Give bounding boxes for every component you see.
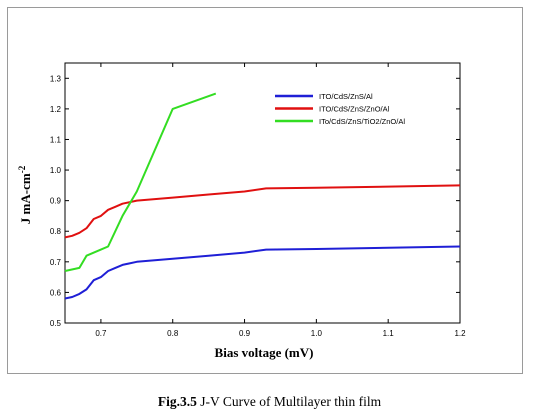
x-tick-label: 0.8 bbox=[167, 329, 179, 338]
y-axis-title-main: J mA-cm bbox=[18, 173, 33, 224]
y-tick-label: 1.0 bbox=[50, 166, 62, 175]
x-tick-label: 0.7 bbox=[95, 329, 107, 338]
figure-caption: Fig.3.5 J-V Curve of Multilayer thin fil… bbox=[0, 394, 539, 410]
y-tick-label: 0.8 bbox=[50, 227, 62, 236]
caption-figure-label: Fig.3.5 bbox=[157, 394, 197, 409]
x-axis-title: Bias voltage (mV) bbox=[215, 345, 314, 360]
caption-text: J-V Curve of Multilayer thin film bbox=[200, 394, 382, 409]
series-line-3 bbox=[64, 92, 217, 272]
plot-border bbox=[64, 62, 461, 324]
x-tick-label: 0.9 bbox=[239, 329, 251, 338]
y-axis-title: J mA-cm-2 bbox=[17, 165, 33, 224]
legend-label-2: ITO/CdS/ZnS/ZnO/Al bbox=[319, 105, 390, 114]
legend-label-1: ITO/CdS/ZnS/Al bbox=[319, 92, 373, 101]
y-tick-label: 0.6 bbox=[50, 288, 62, 297]
legend: ITO/CdS/ZnS/Al ITO/CdS/ZnS/ZnO/Al ITo/CdS/… bbox=[275, 92, 405, 126]
y-tick-label: 0.9 bbox=[50, 197, 62, 206]
y-tick-label: 1.2 bbox=[50, 105, 62, 114]
y-tick-label: 1.3 bbox=[50, 74, 62, 83]
x-tick-label: 1.1 bbox=[383, 329, 395, 338]
y-tick-label: 0.5 bbox=[50, 319, 62, 328]
x-tick-label: 1.2 bbox=[454, 329, 466, 338]
series-line-2 bbox=[64, 184, 461, 239]
axes: 0.7 0.8 0.9 1.0 1.1 1.2 0.5 0.6 0.7 0.8 0.9 1.0 1.1 1… bbox=[50, 63, 466, 338]
legend-label-3: ITo/CdS/ZnS/TiO2/ZnO/Al bbox=[319, 117, 405, 126]
y-tick-label: 1.1 bbox=[50, 135, 62, 144]
plot-area bbox=[64, 62, 461, 324]
x-tick-label: 1.0 bbox=[311, 329, 323, 338]
y-axis-title-superscript: -2 bbox=[17, 165, 27, 173]
y-tick-label: 0.7 bbox=[50, 258, 62, 267]
series-line-1 bbox=[64, 245, 461, 300]
series-lines bbox=[64, 92, 461, 300]
figure-frame bbox=[7, 7, 523, 374]
